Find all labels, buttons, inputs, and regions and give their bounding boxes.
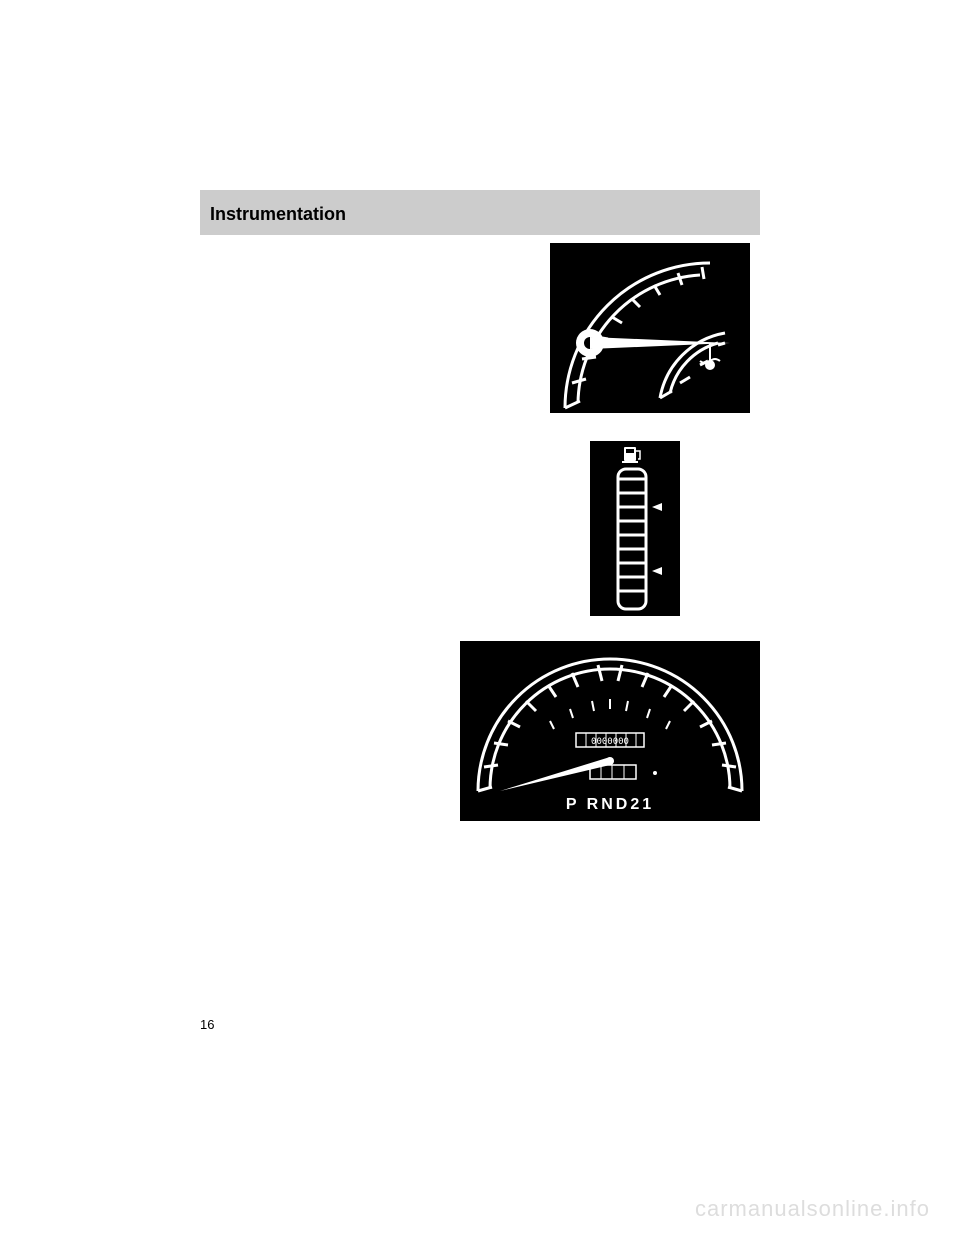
engine-coolant-section: Engine coolant temperature gauge	[200, 249, 760, 429]
speedometer-section: 0000000 P RND21	[200, 641, 760, 860]
fuel-gauge-icon	[590, 441, 680, 621]
engine-coolant-gauge-icon	[550, 243, 750, 418]
header-title: Instrumentation	[210, 204, 750, 225]
page-number: 16	[200, 1017, 214, 1032]
page-content: Instrumentation	[200, 190, 760, 872]
svg-text:P RND21: P RND21	[566, 796, 654, 813]
fuel-gauge-section: Fuel gauge	[200, 441, 760, 621]
section-header: Instrumentation	[200, 190, 760, 235]
speedometer-gauge-icon: 0000000 P RND21	[460, 641, 760, 826]
svg-text:0000000: 0000000	[591, 737, 629, 747]
watermark-text: carmanualsonline.info	[695, 1196, 930, 1222]
